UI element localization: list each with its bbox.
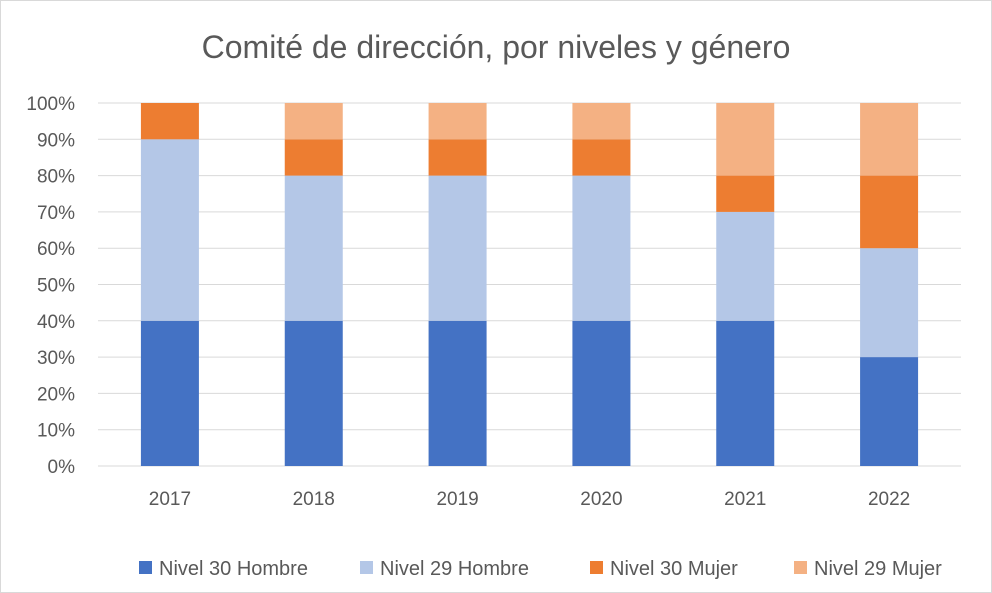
y-tick-label: 0% bbox=[48, 457, 76, 478]
y-tick-label: 80% bbox=[37, 167, 75, 188]
y-tick-label: 90% bbox=[37, 130, 75, 151]
bar-2018-series-1 bbox=[284, 175, 343, 321]
legend-label: Nivel 29 Mujer bbox=[814, 558, 942, 580]
x-tick-label: 2019 bbox=[436, 489, 478, 510]
bars bbox=[140, 103, 919, 466]
x-tick-label: 2020 bbox=[580, 489, 622, 510]
bar-2017-series-2 bbox=[140, 103, 199, 140]
legend-swatch bbox=[590, 561, 603, 574]
y-tick-label: 20% bbox=[37, 384, 75, 405]
bar-2020-series-1 bbox=[572, 175, 631, 321]
bar-2019-series-3 bbox=[428, 103, 487, 140]
y-tick-label: 50% bbox=[37, 276, 75, 297]
legend-label: Nivel 30 Hombre bbox=[159, 558, 308, 580]
legend-swatch bbox=[139, 561, 152, 574]
bar-2022-series-2 bbox=[860, 175, 919, 249]
bar-2017-series-0 bbox=[140, 320, 199, 466]
bar-2020-series-0 bbox=[572, 320, 631, 466]
y-tick-label: 100% bbox=[26, 94, 75, 115]
y-tick-label: 10% bbox=[37, 421, 75, 442]
bar-2019-series-2 bbox=[428, 139, 487, 176]
bar-2019-series-0 bbox=[428, 320, 487, 466]
bar-2021-series-3 bbox=[716, 103, 775, 176]
bar-2022-series-1 bbox=[860, 248, 919, 358]
gridlines bbox=[98, 102, 961, 467]
bar-2021-series-1 bbox=[716, 211, 775, 321]
bar-2018-series-2 bbox=[284, 139, 343, 176]
bar-2022-series-0 bbox=[860, 357, 919, 466]
legend-swatch bbox=[360, 561, 373, 574]
x-tick-label: 2017 bbox=[149, 489, 191, 510]
chart-title: Comité de dirección, por niveles y géner… bbox=[202, 29, 791, 65]
legend-label: Nivel 30 Mujer bbox=[610, 558, 738, 580]
y-tick-label: 30% bbox=[37, 348, 75, 369]
bar-2018-series-0 bbox=[284, 320, 343, 466]
bar-2021-series-2 bbox=[716, 175, 775, 212]
legend-swatch bbox=[794, 561, 807, 574]
legend-label: Nivel 29 Hombre bbox=[380, 558, 529, 580]
bar-2020-series-2 bbox=[572, 139, 631, 176]
x-axis-ticks: 2017 2018 2019 2020 2021 2022 bbox=[149, 489, 910, 510]
y-tick-label: 70% bbox=[37, 203, 75, 224]
y-tick-label: 40% bbox=[37, 312, 75, 333]
bar-2020-series-3 bbox=[572, 103, 631, 140]
bar-2018-series-3 bbox=[284, 103, 343, 140]
x-tick-label: 2022 bbox=[868, 489, 910, 510]
x-tick-label: 2018 bbox=[293, 489, 335, 510]
legend: Nivel 30 Hombre Nivel 29 Hombre Nivel 30 M… bbox=[139, 558, 942, 580]
bar-2021-series-0 bbox=[716, 320, 775, 466]
x-tick-label: 2021 bbox=[724, 489, 766, 510]
bar-2019-series-1 bbox=[428, 175, 487, 321]
y-axis-ticks: 0% 10% 20% 30% 40% 50% 60% 70% 80% 90% 100% bbox=[26, 94, 75, 478]
bar-2017-series-1 bbox=[140, 139, 199, 321]
y-tick-label: 60% bbox=[37, 239, 75, 260]
bar-2022-series-3 bbox=[860, 103, 919, 176]
